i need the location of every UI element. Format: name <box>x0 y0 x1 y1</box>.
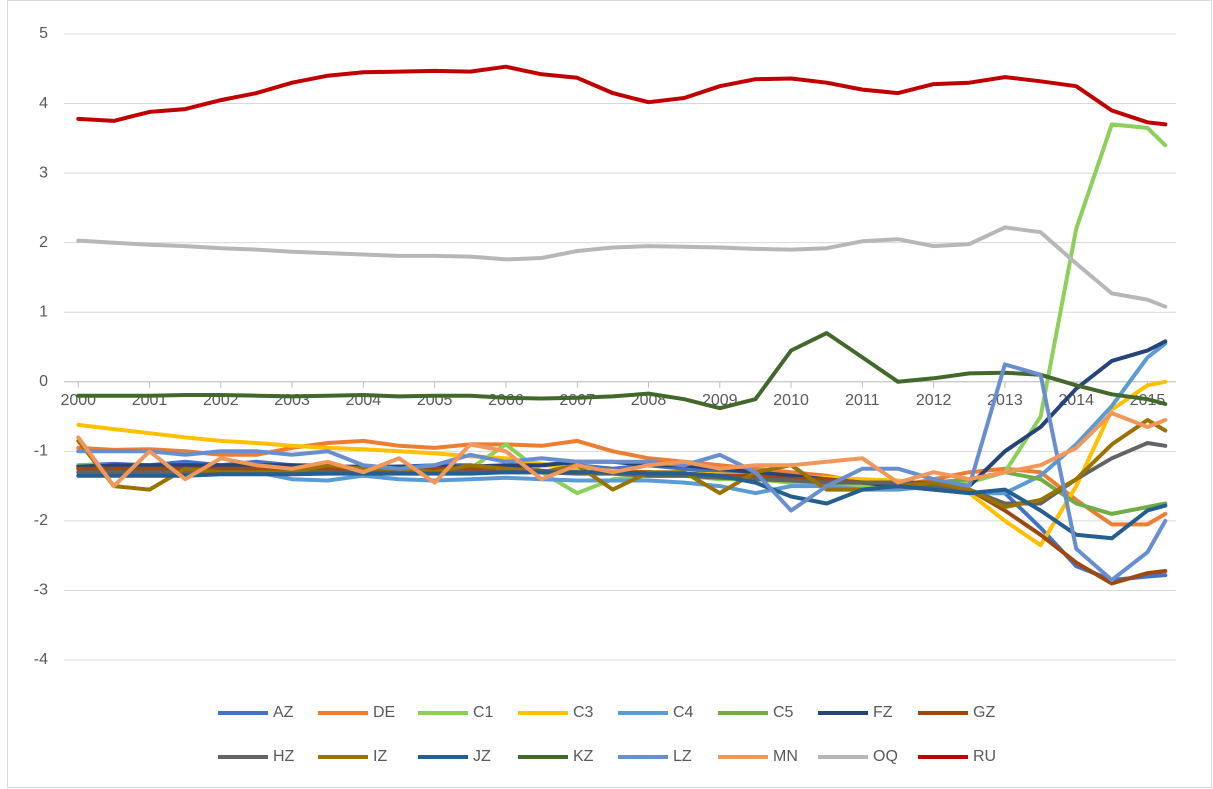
legend-label: DE <box>373 704 395 721</box>
legend-item: RU <box>918 748 996 765</box>
legend-label: C5 <box>773 704 794 721</box>
legend-label: C4 <box>673 704 694 721</box>
y-tick-label: -3 <box>34 582 48 599</box>
series-line <box>76 331 1168 411</box>
legend-label: C1 <box>473 704 494 721</box>
legend-label: HZ <box>273 748 295 765</box>
x-tick-label: 2007 <box>559 392 595 409</box>
legend-label: FZ <box>873 704 893 721</box>
legend-item: LZ <box>618 748 692 765</box>
series-line <box>76 411 1168 489</box>
legend-label: IZ <box>373 748 387 765</box>
legend-label: MN <box>773 748 798 765</box>
series-line <box>76 362 1168 582</box>
series-line <box>76 418 1168 509</box>
series-line <box>76 470 1168 541</box>
y-tick-label: -2 <box>34 512 48 529</box>
x-tick-label: 2006 <box>488 392 524 409</box>
legend-item: JZ <box>418 748 491 765</box>
x-tick-label: 2010 <box>773 392 809 409</box>
legend-label: AZ <box>273 704 294 721</box>
y-tick-label: 0 <box>39 373 48 390</box>
y-tick-label: 4 <box>39 95 48 112</box>
legend-item: OQ <box>818 748 898 765</box>
legend-label: GZ <box>973 704 995 721</box>
legend-item: AZ <box>218 704 294 721</box>
legend-label: JZ <box>473 748 491 765</box>
legend-item: GZ <box>918 704 995 721</box>
legend-item: HZ <box>218 748 295 765</box>
legend-label: LZ <box>673 748 692 765</box>
legend-item: MN <box>718 748 798 765</box>
legend-item: C3 <box>518 704 594 721</box>
legend-label: C3 <box>573 704 594 721</box>
x-tick-label: 2012 <box>916 392 952 409</box>
legend-item: C5 <box>718 704 794 721</box>
series-line <box>76 64 1168 127</box>
legend-item: IZ <box>318 748 387 765</box>
legend-item: C1 <box>418 704 494 721</box>
legend-item: DE <box>318 704 395 721</box>
legend-label: KZ <box>573 748 594 765</box>
y-tick-label: 1 <box>39 303 48 320</box>
series-line <box>76 225 1168 309</box>
legend-label: RU <box>973 748 996 765</box>
y-tick-label: -1 <box>34 443 48 460</box>
legend-item: FZ <box>818 704 893 721</box>
legend-label: OQ <box>873 748 898 765</box>
legend-item: C4 <box>618 704 694 721</box>
legend-item: KZ <box>518 748 594 765</box>
x-tick-label: 2011 <box>845 392 880 409</box>
y-tick-label: 5 <box>39 25 48 42</box>
y-tick-label: -4 <box>34 651 48 668</box>
y-tick-label: 3 <box>39 164 48 181</box>
y-tick-label: 2 <box>39 234 48 251</box>
